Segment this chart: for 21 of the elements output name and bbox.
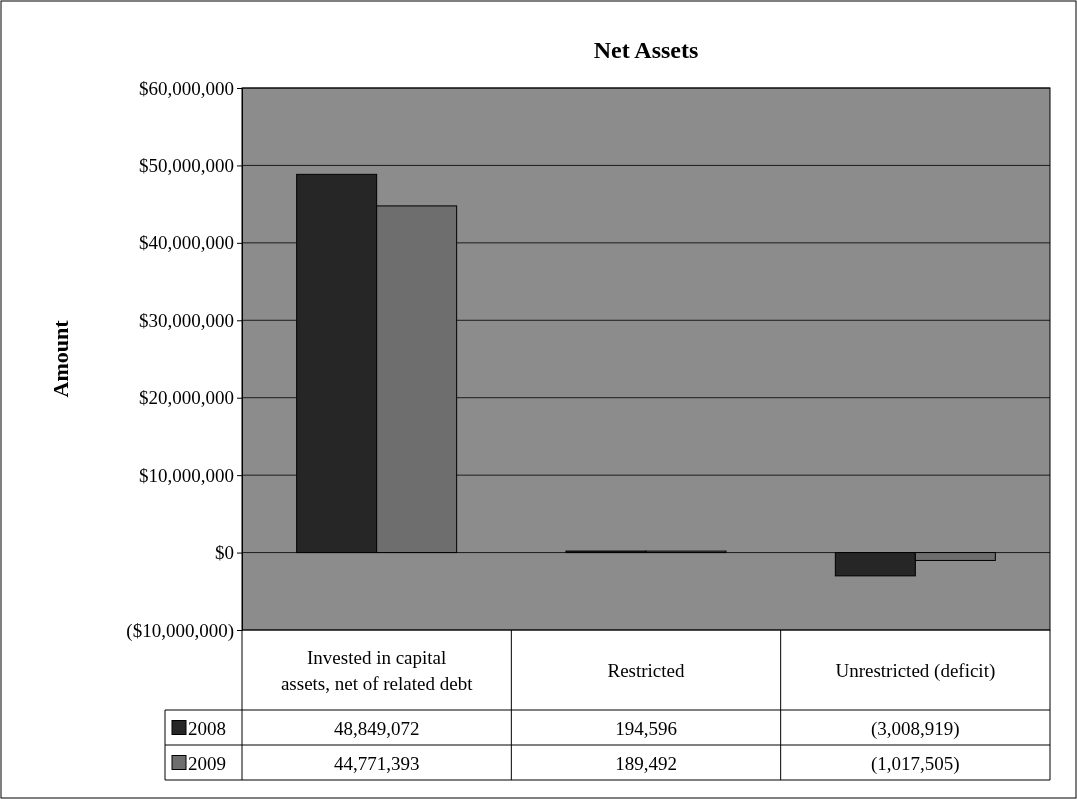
legend-label: 2008: [188, 717, 226, 739]
data-label: 48,849,072: [333, 717, 420, 739]
y-tick-label: $60,000,000: [139, 77, 234, 99]
legend-label: 2009: [188, 752, 226, 774]
data-label: 189,492: [615, 752, 677, 774]
y-tick-label: $50,000,000: [139, 155, 234, 177]
y-tick-label: $20,000,000: [139, 387, 234, 409]
data-label: (3,008,919): [871, 717, 960, 740]
x-tick-label: Restricted: [607, 660, 686, 681]
y-tick-label: $0: [215, 542, 234, 564]
y-tick-label: ($10,000,000): [126, 619, 234, 642]
data-label: 44,771,393: [333, 752, 420, 774]
y-tick-label: $30,000,000: [139, 309, 234, 331]
y-axis-title: Amount: [48, 319, 73, 398]
x-tick-label: Unrestricted (deficit): [835, 660, 996, 682]
chart-title: Net Assets: [593, 37, 699, 63]
data-label: (1,017,505): [871, 752, 960, 775]
y-tick-label: $10,000,000: [139, 464, 234, 486]
data-label: 194,596: [615, 717, 677, 739]
x-tick-label: Invested in capital assets, net of related debt: [280, 647, 474, 694]
y-tick-label: $40,000,000: [139, 232, 234, 254]
